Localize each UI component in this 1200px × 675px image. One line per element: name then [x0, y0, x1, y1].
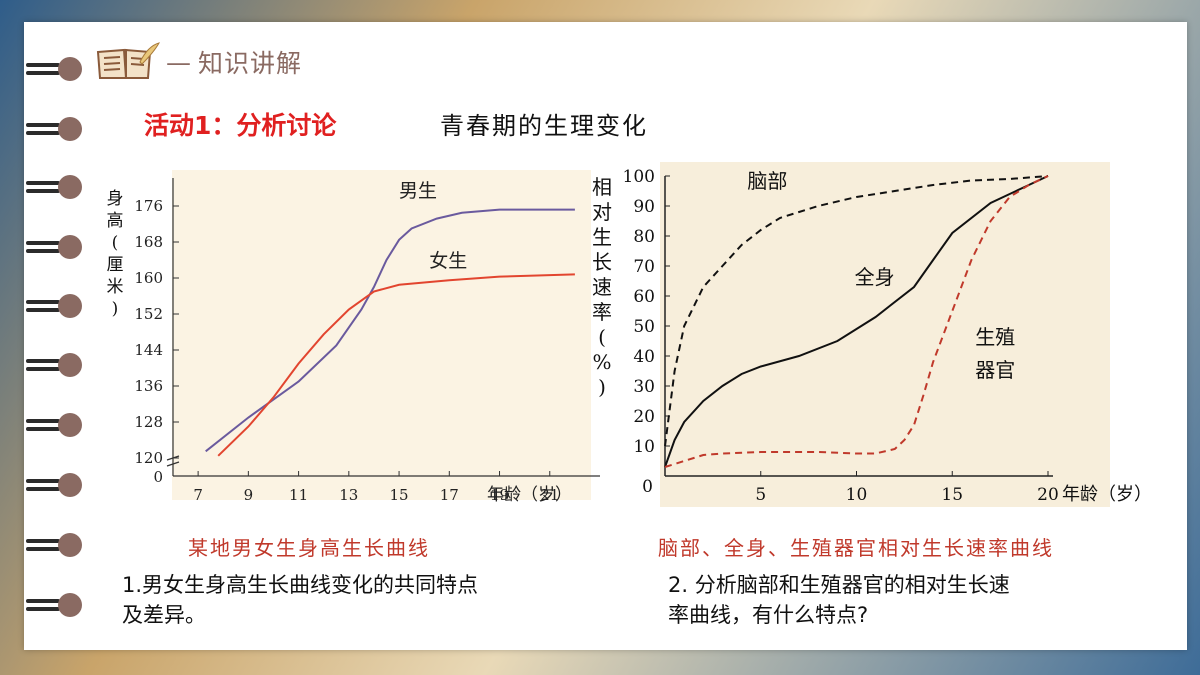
- y-tick-label: 136: [134, 377, 163, 395]
- question-2-line2: 率曲线，有什么特点?: [668, 603, 869, 627]
- y-tick-label: 176: [134, 197, 163, 215]
- y-axis-label: (: [598, 325, 606, 349]
- y-axis-label: 身: [107, 189, 124, 209]
- y-tick-label: 144: [134, 341, 163, 359]
- x-tick-label: 17: [440, 486, 459, 504]
- y-tick-label: 120: [134, 449, 163, 467]
- binder-ring-icon: [26, 592, 84, 618]
- series-label-reproductive: 生殖: [975, 325, 1015, 349]
- binder-ring-icon: [26, 472, 84, 498]
- series-line-girls: [217, 273, 575, 457]
- y-axis-label: 长: [592, 250, 612, 274]
- activity-label: 活动1：分析讨论: [144, 111, 337, 140]
- origin-label: 0: [153, 468, 163, 486]
- x-tick-label: 15: [390, 486, 409, 504]
- y-tick-label: 100: [623, 167, 655, 187]
- chart1-background: [172, 170, 591, 500]
- question-1-line1: 1.男女生身高生长曲线变化的共同特点: [122, 573, 479, 597]
- chart2-background: [660, 162, 1110, 507]
- question-1-line2: 及差异。: [122, 603, 206, 627]
- y-axis-label: 速: [592, 275, 612, 299]
- series-label-reproductive: 器官: [975, 358, 1015, 382]
- origin-label: 0: [642, 477, 653, 497]
- y-tick-label: 80: [633, 227, 655, 247]
- series-line-reproductive: [664, 175, 1049, 468]
- x-axis-label: 年龄（岁）: [1062, 484, 1152, 505]
- binder-ring-icon: [26, 352, 84, 378]
- y-tick-label: 128: [134, 413, 163, 431]
- header-dash: —: [166, 47, 192, 77]
- series-line-boys: [205, 208, 575, 453]
- series-line-whole-body: [664, 175, 1049, 468]
- y-tick-label: 60: [633, 287, 655, 307]
- binder-ring-icon: [26, 412, 84, 438]
- y-tick-label: 30: [633, 377, 655, 397]
- y-tick-label: 90: [633, 197, 655, 217]
- question-2: 2. 分析脑部和生殖器官的相对生长速 率曲线，有什么特点?: [668, 570, 1010, 630]
- y-tick-label: 152: [134, 305, 163, 323]
- y-tick-label: 10: [633, 437, 655, 457]
- section-header: — 知识讲解: [96, 42, 302, 82]
- y-axis-label: 生: [592, 225, 612, 249]
- question-2-line1: 2. 分析脑部和生殖器官的相对生长速: [668, 573, 1010, 597]
- x-tick-label: 15: [941, 485, 963, 505]
- y-tick-label: 40: [633, 347, 655, 367]
- y-axis-label: (: [112, 233, 119, 253]
- chart1-caption: 某地男女生身高生长曲线: [188, 536, 430, 560]
- series-line-brain: [664, 175, 1049, 447]
- x-tick-label: 11: [289, 486, 308, 504]
- y-tick-label: 168: [134, 233, 163, 251]
- x-tick-label: 20: [1037, 485, 1059, 505]
- x-tick-label: 10: [846, 485, 868, 505]
- binder-ring-icon: [26, 116, 84, 142]
- y-tick-label: 20: [633, 407, 655, 427]
- series-label-boys: 男生: [399, 180, 437, 202]
- height-growth-chart: 120 128 136 144 152 160 168 176 0 7 9 11 13 15 17 19 21年…: [107, 178, 600, 505]
- y-axis-label: 米: [107, 277, 124, 297]
- y-axis-label: 高: [107, 211, 124, 231]
- activity-topic: 青春期的生理变化: [440, 112, 648, 140]
- binder-ring-icon: [26, 234, 84, 260]
- chart2-caption: 脑部、全身、生殖器官相对生长速率曲线: [658, 536, 1054, 560]
- binder-ring-icon: [26, 532, 84, 558]
- y-tick-label: 70: [633, 257, 655, 277]
- series-label-brain: 脑部: [747, 169, 787, 193]
- y-tick-label: 160: [134, 269, 163, 287]
- y-tick-label: 50: [633, 317, 655, 337]
- x-tick-label: 9: [244, 486, 254, 504]
- y-axis-label: 厘: [107, 255, 124, 275]
- binder-ring-icon: [26, 56, 84, 82]
- x-tick-label: 21: [540, 486, 559, 504]
- y-axis-label: 对: [592, 200, 612, 224]
- y-axis-label: ): [598, 375, 606, 399]
- book-quill-icon: [96, 42, 160, 79]
- x-tick-label: 5: [755, 485, 766, 505]
- page-title: 知识讲解: [198, 49, 303, 78]
- x-axis-label: 年龄（岁）: [487, 485, 572, 505]
- x-tick-label: 19: [490, 486, 509, 504]
- series-label-whole-body: 全身: [855, 265, 895, 289]
- x-tick-label: 7: [193, 486, 203, 504]
- y-axis-label: ): [112, 299, 119, 319]
- y-axis-label: 率: [592, 300, 612, 324]
- question-1: 1.男女生身高生长曲线变化的共同特点 及差异。: [122, 570, 478, 630]
- x-tick-label: 13: [339, 486, 358, 504]
- y-axis-label: %: [592, 350, 611, 374]
- series-label-girls: 女生: [429, 250, 467, 272]
- binder-ring-icon: [26, 174, 84, 200]
- binder-ring-icon: [26, 293, 84, 319]
- y-axis-label: 相: [592, 175, 612, 199]
